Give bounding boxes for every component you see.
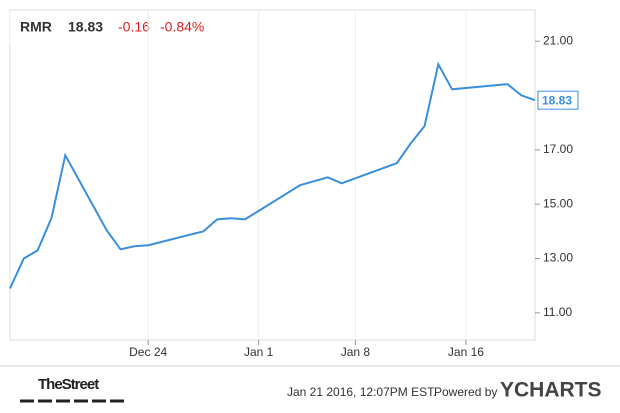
x-tick-label: Jan 1 [244,345,274,359]
y-tick-label: 21.00 [543,33,573,47]
price-line [9,61,536,289]
powered-by: Powered by [434,385,497,399]
change: -0.16 [118,19,150,35]
y-tick-label: 15.00 [543,196,573,210]
x-tick-label: Jan 16 [448,345,484,359]
y-tick-label: 13.00 [543,251,573,265]
x-tick-label: Dec 24 [129,345,167,359]
y-tick-label: 11.00 [543,305,572,319]
y-tick-label: 17.00 [543,142,573,156]
last-price-label: 18.83 [542,93,572,107]
price: 18.83 [68,19,103,35]
timestamp: Jan 21 2016, 12:07PM EST. [287,385,436,399]
symbol: RMR [20,19,52,35]
x-tick-label: Jan 8 [341,345,371,359]
quote-box [10,12,220,44]
provider: YCHARTS [500,379,602,402]
last-price-badge [537,90,579,110]
brand: TheStreet [38,376,99,393]
change-pct: -0.84% [160,19,204,35]
plot-area [9,9,536,341]
